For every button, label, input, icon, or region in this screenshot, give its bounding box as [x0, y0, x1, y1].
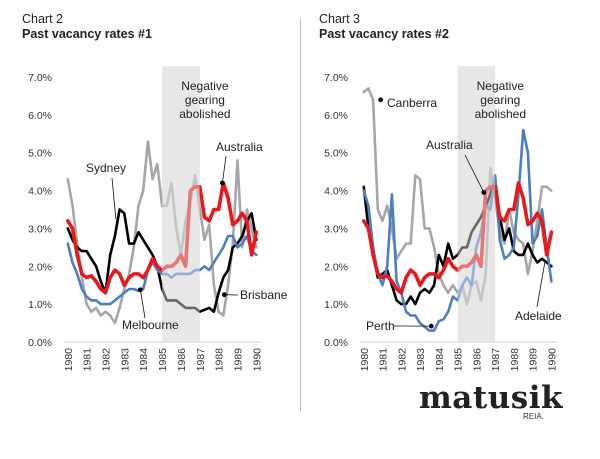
- x-tick-label: 1981: [82, 348, 94, 372]
- logo-subtext: REIA.: [523, 412, 544, 421]
- shaded-period-overlay: [457, 66, 496, 342]
- series-line-perth: [362, 128, 553, 332]
- chart-3-header: Chart 3 Past vacancy rates #2: [319, 12, 449, 42]
- series-label-sydney: Sydney: [86, 161, 126, 175]
- shaded-period-label: gearing: [185, 93, 225, 107]
- label-marker-dot: [428, 323, 434, 329]
- x-tick-label: 1989: [232, 348, 244, 372]
- series-label-adelaide: Adelaide: [515, 309, 562, 323]
- series-label-brisbane: Brisbane: [240, 288, 288, 302]
- y-tick-label: 5.0%: [324, 148, 348, 160]
- label-leader-line: [139, 289, 146, 319]
- x-tick-label: 1988: [509, 348, 521, 372]
- y-tick-label: 7.0%: [28, 72, 52, 84]
- x-tick-label: 1988: [214, 348, 226, 372]
- x-tick-label: 1983: [415, 348, 427, 372]
- series-line-sydney: [66, 140, 258, 325]
- chart-3-label: Chart 3: [319, 12, 360, 26]
- y-tick-label: 6.0%: [324, 110, 348, 122]
- label-leader-line: [536, 262, 546, 308]
- y-tick-label: 7.0%: [324, 72, 348, 84]
- panel-divider: [300, 18, 301, 411]
- y-tick-label: 1.0%: [28, 299, 52, 311]
- shaded-period-label: gearing: [480, 93, 520, 107]
- y-tick-label: 0.0%: [324, 337, 348, 349]
- x-tick-label: 1985: [453, 348, 465, 372]
- label-leader-line: [111, 177, 117, 220]
- y-tick-label: 4.0%: [324, 186, 348, 198]
- x-tick-label: 1980: [63, 348, 75, 372]
- x-tick-label: 1981: [378, 348, 390, 372]
- shaded-period-label: abolished: [475, 107, 526, 121]
- x-tick-label: 1990: [251, 348, 263, 372]
- shaded-period-label: abolished: [179, 107, 230, 121]
- series-label-perth: Perth: [366, 319, 395, 333]
- x-tick-label: 1990: [546, 348, 558, 372]
- y-tick-label: 6.0%: [28, 110, 52, 122]
- series-line-melbourne: [66, 234, 258, 306]
- label-marker-dot: [137, 287, 143, 293]
- chart-2: 0.0% 1.0% 2.0% 3.0% 4.0% 5.0% 6.0% 7.0% 1980 1981…: [28, 66, 288, 371]
- x-tick-label: 1989: [528, 348, 540, 372]
- chart-2-label: Chart 2: [22, 12, 63, 26]
- series-line-australia: [66, 181, 259, 295]
- y-tick-label: 3.0%: [28, 223, 52, 235]
- x-tick-label: 1987: [195, 348, 207, 372]
- chart-3: 0.0% 1.0% 2.0% 3.0% 4.0% 5.0% 6.0% 7.0% 1980 1981…: [324, 66, 562, 371]
- x-tick-label: 1986: [471, 348, 483, 372]
- y-tick-label: 2.0%: [324, 261, 348, 273]
- series-label-melbourne: Melbourne: [122, 318, 179, 332]
- series-line-adelaide: [362, 177, 553, 306]
- label-marker-dot: [220, 180, 225, 186]
- y-tick-label: 4.0%: [28, 186, 52, 198]
- x-tick-label: 1982: [100, 348, 112, 372]
- shaded-period-overlay: [162, 66, 200, 342]
- series-line-australia: [361, 181, 554, 295]
- label-leader-line: [464, 154, 485, 193]
- y-tick-label: 2.0%: [28, 261, 52, 273]
- series-label-australia: Australia: [216, 140, 263, 154]
- y-tick-label: 1.0%: [324, 299, 348, 311]
- x-tick-label: 1985: [157, 348, 169, 372]
- x-tick-label: 1980: [359, 348, 371, 372]
- series-label-australia: Australia: [426, 138, 473, 152]
- chart-3-title: Past vacancy rates #2: [319, 27, 449, 41]
- shaded-period-label: Negative: [477, 79, 525, 93]
- x-tick-label: 1984: [434, 348, 446, 372]
- chart-2-title: Past vacancy rates #1: [22, 27, 152, 41]
- shaded-period-label: Negative: [181, 79, 229, 93]
- y-tick-label: 0.0%: [28, 337, 52, 349]
- x-tick-label: 1984: [138, 348, 150, 372]
- series-label-canberra: Canberra: [387, 96, 437, 110]
- y-tick-label: 5.0%: [28, 148, 52, 160]
- chart-2-header: Chart 2 Past vacancy rates #1: [22, 12, 152, 42]
- label-leader-line: [222, 155, 227, 184]
- series-line-brisbane: [66, 208, 258, 314]
- label-marker-dot: [378, 97, 384, 103]
- matusik-logo: matusik: [419, 380, 563, 416]
- x-tick-label: 1982: [396, 348, 408, 372]
- x-tick-label: 1983: [119, 348, 131, 372]
- y-tick-label: 3.0%: [324, 223, 348, 235]
- x-tick-label: 1986: [176, 348, 188, 372]
- x-tick-label: 1987: [490, 348, 502, 372]
- label-marker-dot: [481, 190, 487, 195]
- label-marker-dot: [221, 292, 227, 298]
